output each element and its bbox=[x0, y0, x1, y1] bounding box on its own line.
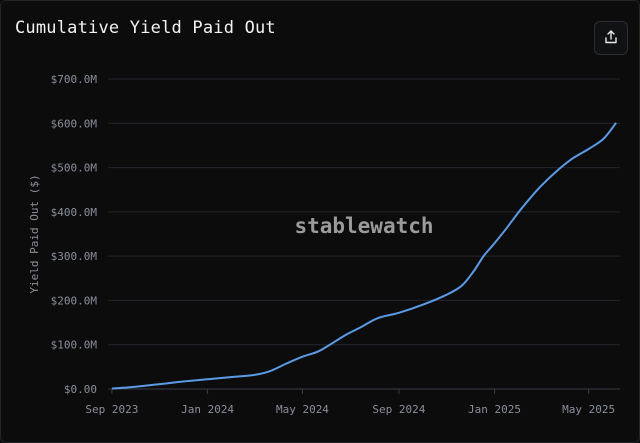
y-tick-label: $0.00 bbox=[64, 383, 97, 396]
x-tick-label: Sep 2023 bbox=[85, 403, 138, 416]
y-axis-label: Yield Paid Out ($) bbox=[28, 174, 41, 293]
x-tick-label: Jan 2024 bbox=[181, 403, 234, 416]
share-icon bbox=[604, 29, 618, 48]
x-tick-label: May 2025 bbox=[562, 403, 615, 416]
y-tick-label: $400.0M bbox=[51, 206, 98, 219]
x-tick-label: Sep 2024 bbox=[372, 403, 425, 416]
y-axis-ticks: $0.00 $100.0M $200.0M $300.0M $400.0M $500.0M… bbox=[51, 73, 98, 396]
y-tick-label: $200.0M bbox=[51, 294, 98, 307]
x-axis-ticks: Sep 2023 Jan 2024 May 2024 Sep 2024 Jan 2025… bbox=[85, 389, 615, 416]
y-tick-label: $700.0M bbox=[51, 73, 98, 86]
watermark: stablewatch bbox=[294, 214, 433, 238]
y-tick-label: $600.0M bbox=[51, 117, 98, 130]
chart-title: Cumulative Yield Paid Out bbox=[15, 18, 276, 38]
grid-lines bbox=[108, 78, 620, 390]
x-tick-label: Jan 2025 bbox=[468, 403, 521, 416]
y-tick-label: $300.0M bbox=[51, 250, 98, 263]
y-tick-label: $100.0M bbox=[51, 339, 98, 352]
y-tick-label: $500.0M bbox=[51, 162, 98, 175]
share-button[interactable] bbox=[594, 21, 628, 55]
series-line bbox=[111, 122, 617, 390]
x-tick-label: May 2024 bbox=[276, 403, 329, 416]
